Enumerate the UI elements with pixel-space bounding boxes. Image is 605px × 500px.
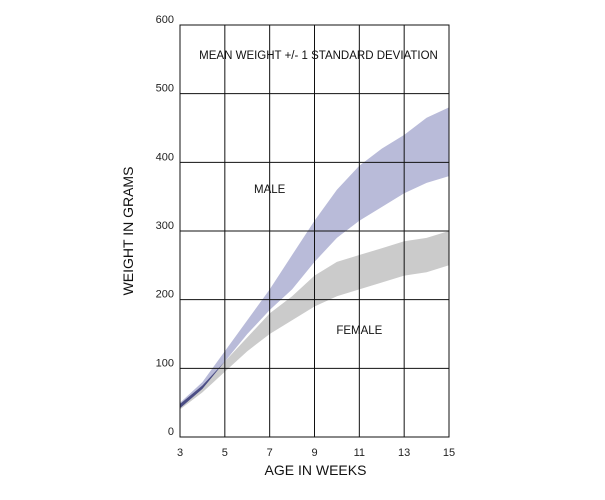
y-tick-label: 400 [156, 151, 174, 163]
female-band [180, 231, 449, 410]
annotation-female: FEMALE [336, 325, 382, 337]
frame-layer [179, 24, 450, 438]
x-tick-label: 3 [177, 447, 183, 459]
y-tick-label: 600 [156, 14, 174, 26]
plot-frame [179, 24, 450, 438]
x-tick-label: 5 [222, 447, 228, 459]
chart-title: MEAN WEIGHT +/- 1 STANDARD DEVIATION [199, 50, 438, 62]
y-tick-label: 500 [156, 83, 174, 95]
y-tick-label: 300 [156, 220, 174, 232]
y-tick-label: 100 [156, 357, 174, 369]
annotation-male: MALE [254, 184, 286, 196]
y-tick-label: 200 [156, 289, 174, 301]
x-tick-label: 13 [398, 447, 410, 459]
ticks-layer: 3 5 7 9 11 13 15 0 100 200 300 400 500 600 [156, 14, 455, 459]
x-tick-label: 9 [311, 447, 317, 459]
grid-layer [179, 24, 450, 438]
y-axis-title: WEIGHT IN GRAMS [120, 167, 136, 296]
x-tick-label: 7 [267, 447, 273, 459]
x-tick-label: 15 [443, 447, 455, 459]
x-tick-label: 11 [354, 447, 365, 459]
y-tick-label: 0 [168, 426, 174, 438]
x-axis-title: AGE IN WEEKS [265, 462, 367, 478]
